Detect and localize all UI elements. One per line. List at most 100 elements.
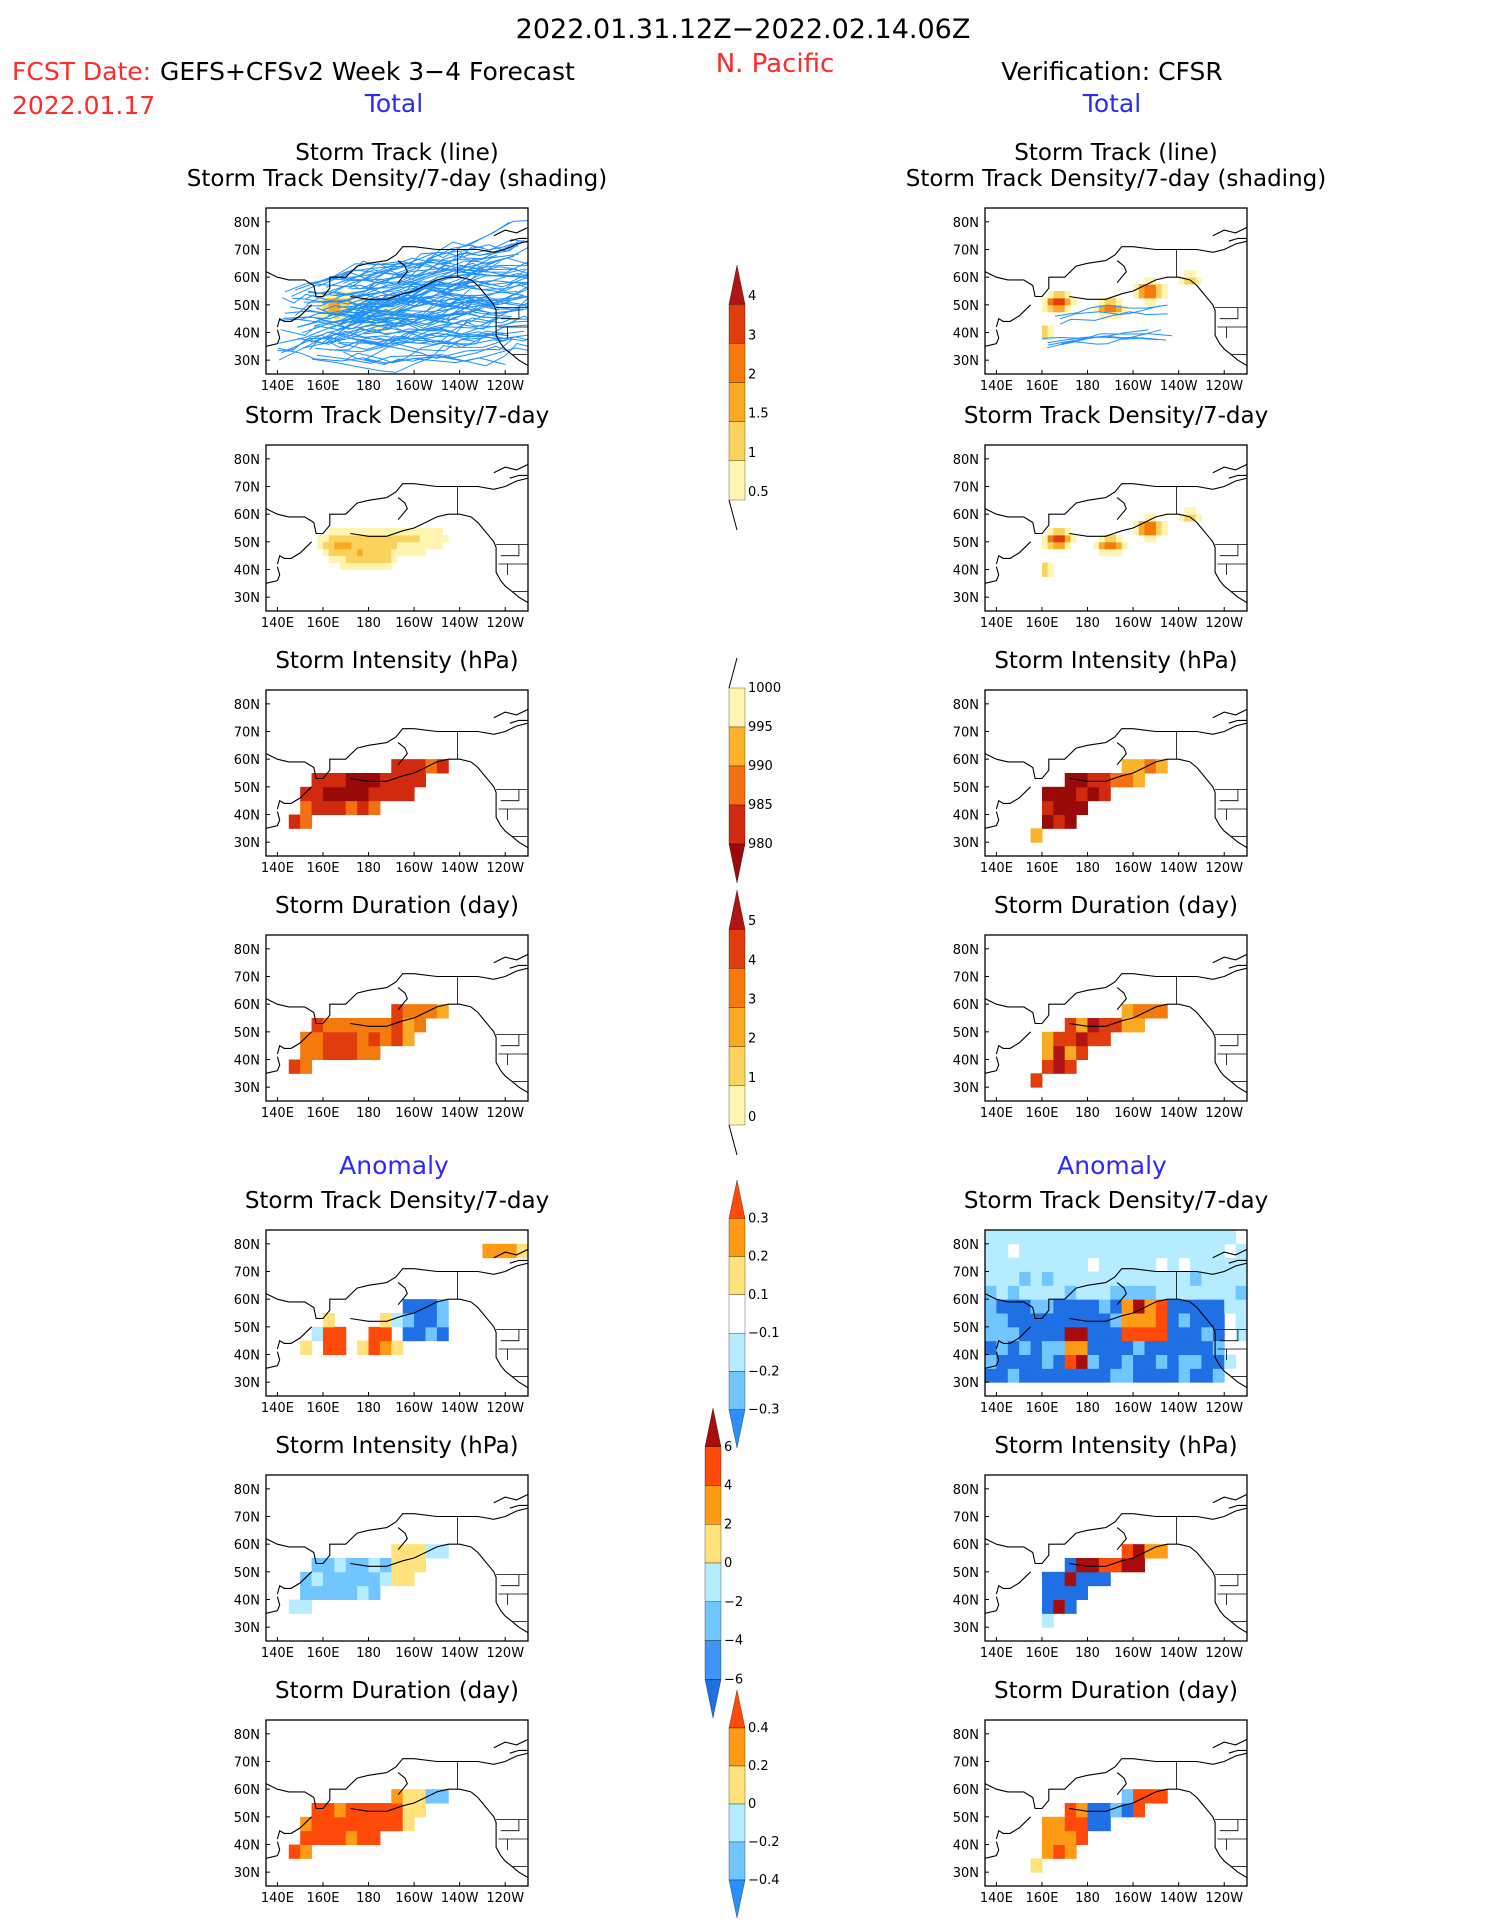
grid-cell: [1041, 1230, 1054, 1245]
grid-cell: [1098, 1571, 1111, 1587]
storm-track-line: [364, 323, 509, 345]
grid-cell: [1133, 1789, 1145, 1804]
grid-cell: [1133, 1257, 1145, 1272]
density-cell: [1110, 534, 1117, 543]
grid-cell: [1155, 1313, 1168, 1328]
grid-cell: [1190, 1368, 1202, 1383]
colorbar-label: 2: [748, 368, 756, 383]
coastline: [985, 987, 1106, 1025]
storm-track-line: [284, 259, 489, 293]
grid-cell: [322, 800, 335, 815]
coastline: [350, 758, 472, 782]
density-cell: [1150, 291, 1157, 299]
lat-tick-label: 30N: [234, 1866, 260, 1881]
grid-cell: [1110, 1326, 1123, 1342]
grid-cell: [1041, 1340, 1054, 1355]
coastline: [276, 786, 312, 810]
grid-cell: [1155, 1230, 1168, 1245]
grid-cell: [402, 1558, 415, 1573]
lon-tick-label: 140W: [1160, 1891, 1198, 1906]
grid-cell: [300, 786, 313, 802]
grid-cell: [414, 1789, 426, 1804]
grid-cell: [1007, 1299, 1020, 1314]
lon-tick-label: 160W: [395, 1646, 433, 1661]
grid-cell: [1133, 1285, 1145, 1300]
density-cell: [385, 534, 392, 543]
grid-cell: [1030, 1299, 1043, 1314]
grid-cell: [322, 786, 335, 802]
grid-cell: [1201, 1243, 1214, 1259]
grid-cell: [985, 1257, 997, 1272]
coastline: [266, 497, 387, 535]
lon-tick-label: 160W: [1114, 1106, 1152, 1121]
density-cell: [1133, 528, 1140, 536]
density-cell: [345, 548, 352, 557]
colorbar-label: 1: [748, 446, 756, 461]
density-cell: [1053, 297, 1060, 306]
coastline: [276, 1031, 312, 1055]
density-cell: [1041, 325, 1049, 333]
lat-tick-label: 80N: [234, 1483, 260, 1498]
grid-cell: [1098, 1031, 1111, 1047]
coastline: [386, 240, 528, 262]
density-cell: [357, 534, 364, 543]
panel-title: Storm Track (line): [1014, 140, 1217, 166]
grid-cell: [1030, 828, 1043, 843]
density-cell: [345, 562, 352, 570]
grid-cell: [322, 1018, 335, 1033]
grid-cell: [985, 1285, 997, 1300]
grid-cell: [1212, 1299, 1225, 1314]
density-cell: [345, 297, 352, 306]
coastline: [985, 497, 1106, 535]
density-cell: [408, 534, 415, 543]
grid-cell: [1201, 1354, 1214, 1369]
grid-cell: [1087, 1340, 1100, 1355]
grid-cell: [368, 1803, 381, 1818]
density-cell: [1064, 297, 1071, 306]
lon-tick-label: 160E: [1025, 379, 1058, 394]
panel-title: Storm Duration (day): [994, 1678, 1238, 1704]
density-cell: [317, 541, 324, 550]
grid-cell: [1133, 1544, 1145, 1559]
grid-cell: [1167, 1243, 1180, 1259]
map-frame: [984, 444, 1248, 612]
density-cell: [402, 541, 409, 550]
grid-cell: [425, 1544, 438, 1559]
coastline: [1212, 953, 1247, 964]
coastline: [985, 260, 1106, 298]
grid-cell: [345, 800, 358, 815]
grid-cell: [402, 1544, 415, 1559]
grid-cell: [334, 1571, 347, 1587]
density-cell: [425, 534, 432, 543]
density-cell: [1047, 541, 1054, 550]
grid-cell: [1212, 1230, 1225, 1245]
lon-tick-label: 160E: [1025, 1106, 1058, 1121]
grid-cell: [1155, 1340, 1168, 1355]
lon-tick-label: 120W: [1205, 1891, 1243, 1906]
density-cell: [368, 562, 375, 570]
grid-cell: [1030, 1257, 1043, 1272]
density-cell: [414, 528, 421, 536]
lon-tick-label: 140W: [441, 1891, 479, 1906]
grid-cell: [345, 1571, 358, 1587]
grid-cell: [402, 786, 415, 802]
lon-tick-label: 140E: [261, 1401, 294, 1416]
coastline: [266, 1841, 281, 1859]
lat-tick-label: 80N: [234, 216, 260, 231]
lon-tick-label: 160W: [1114, 861, 1152, 876]
grid-cell: [288, 1599, 301, 1614]
grid-cell: [391, 1558, 404, 1573]
grid-cell: [1019, 1368, 1032, 1383]
grid-cell: [985, 1271, 997, 1286]
grid-cell: [311, 1018, 324, 1033]
grid-cell: [1053, 1844, 1066, 1859]
lat-tick-label: 60N: [953, 1783, 979, 1798]
grid-cell: [1121, 773, 1134, 788]
map-frame: [984, 1229, 1248, 1397]
coastline: [266, 742, 387, 780]
coastline: [1069, 1788, 1191, 1812]
lat-tick-label: 40N: [234, 327, 260, 342]
grid-cell: [985, 1326, 997, 1342]
density-cell: [436, 534, 444, 543]
density-cell: [334, 555, 341, 564]
